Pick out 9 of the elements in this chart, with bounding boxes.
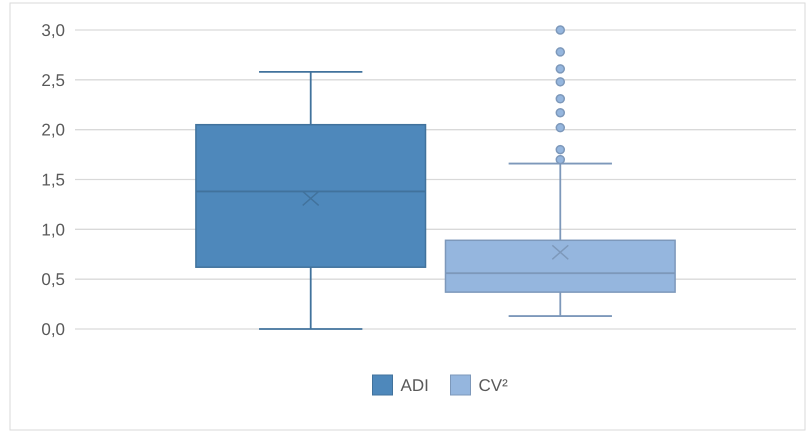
y-tick-label: 1,5	[41, 170, 65, 190]
legend-label: CV²	[478, 376, 508, 395]
y-tick-label: 2,0	[41, 120, 65, 140]
y-tick-label: 0,0	[41, 320, 65, 339]
y-tick-label: 3,0	[41, 20, 65, 40]
legend-label: ADI	[400, 376, 429, 395]
y-tick-label: 0,5	[41, 270, 65, 290]
y-tick-label: 1,0	[41, 220, 65, 240]
y-tick-label: 2,5	[41, 70, 65, 90]
